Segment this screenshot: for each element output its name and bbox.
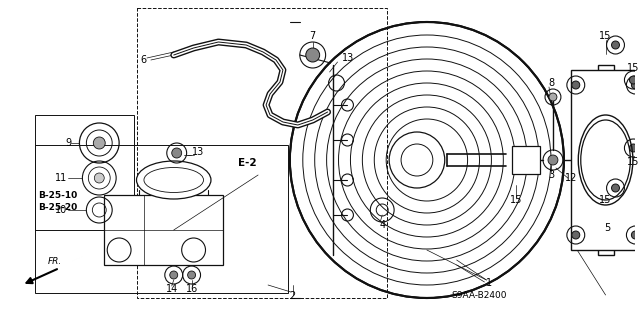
- Text: FR.: FR.: [47, 257, 62, 266]
- Bar: [137, 8, 387, 298]
- Text: 13: 13: [191, 147, 204, 157]
- Text: 14: 14: [166, 284, 178, 294]
- Circle shape: [306, 48, 319, 62]
- Text: 8: 8: [548, 78, 554, 88]
- Text: 1: 1: [486, 278, 493, 288]
- Circle shape: [172, 148, 182, 158]
- Ellipse shape: [136, 161, 211, 199]
- Text: 15: 15: [600, 31, 612, 41]
- Text: 15: 15: [627, 157, 639, 167]
- Text: 2: 2: [290, 291, 296, 301]
- Circle shape: [632, 231, 639, 239]
- Text: 15: 15: [600, 195, 612, 205]
- Circle shape: [94, 173, 104, 183]
- Circle shape: [170, 271, 178, 279]
- Text: E-2: E-2: [238, 158, 257, 168]
- Text: 11: 11: [55, 173, 67, 183]
- Circle shape: [632, 81, 639, 89]
- Circle shape: [572, 231, 580, 239]
- Circle shape: [572, 81, 580, 89]
- Text: 6: 6: [141, 55, 147, 65]
- Circle shape: [548, 155, 558, 165]
- Text: 13: 13: [342, 53, 354, 63]
- Text: B-25-20: B-25-20: [38, 204, 77, 212]
- Text: 3: 3: [548, 170, 554, 180]
- Bar: [512, 146, 540, 174]
- Text: 9: 9: [65, 138, 72, 148]
- Text: 10: 10: [55, 205, 67, 215]
- Circle shape: [612, 41, 620, 49]
- Bar: [35, 115, 134, 230]
- Circle shape: [612, 184, 620, 192]
- Text: 5: 5: [604, 223, 611, 233]
- Text: 7: 7: [310, 31, 316, 41]
- Text: 4: 4: [379, 220, 385, 230]
- Circle shape: [188, 271, 196, 279]
- Circle shape: [549, 93, 557, 101]
- Text: 16: 16: [186, 284, 198, 294]
- Circle shape: [629, 76, 637, 84]
- Circle shape: [93, 137, 105, 149]
- Bar: [571, 70, 640, 250]
- Text: 12: 12: [564, 173, 577, 183]
- Text: B-25-10: B-25-10: [38, 190, 77, 199]
- Text: 15: 15: [510, 195, 522, 205]
- Text: S9AA-B2400: S9AA-B2400: [452, 291, 508, 300]
- Bar: [104, 195, 223, 265]
- Bar: [598, 65, 614, 255]
- Circle shape: [629, 144, 637, 152]
- Text: 15: 15: [627, 63, 639, 73]
- Bar: [35, 145, 288, 293]
